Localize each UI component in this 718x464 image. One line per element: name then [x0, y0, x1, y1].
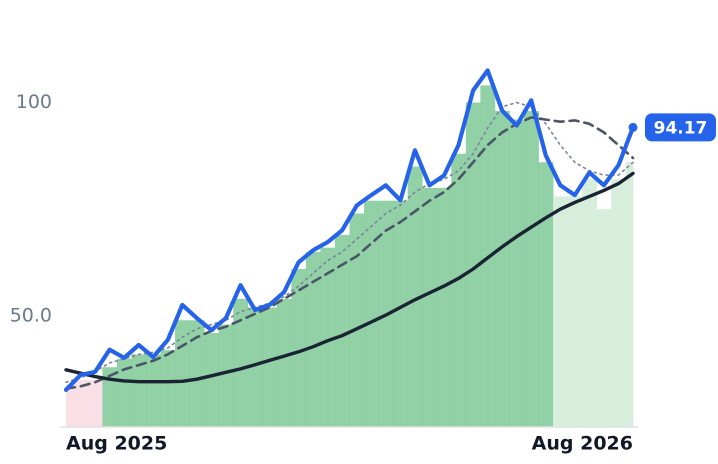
band-bar — [625, 162, 634, 427]
band-bar — [276, 298, 292, 427]
band-bar — [349, 213, 365, 427]
series-line — [64, 171, 635, 384]
band-bar — [116, 358, 132, 427]
series-line — [64, 116, 635, 390]
x-tick-label: Aug 2025 — [66, 433, 167, 455]
band-bar — [611, 179, 627, 427]
band-bar — [305, 251, 321, 427]
band-bar — [509, 119, 525, 427]
y-tick-label: 50.0 — [10, 304, 52, 326]
band-bar — [160, 350, 176, 427]
band-bar — [494, 111, 510, 428]
band-bar — [233, 298, 249, 427]
band-bar — [73, 380, 89, 427]
band-bar — [262, 307, 278, 427]
band-bar — [523, 111, 539, 428]
band-bar — [436, 187, 452, 427]
band-bar — [553, 196, 568, 427]
band-bar — [393, 200, 409, 427]
band-bar — [204, 333, 220, 427]
band-bar — [465, 102, 481, 427]
band-bar — [291, 269, 307, 427]
band-bar — [538, 162, 554, 427]
band-bar — [320, 247, 336, 427]
band-bar — [407, 166, 423, 427]
series-line — [63, 68, 636, 392]
band-bar — [102, 367, 118, 427]
band-bar — [189, 320, 205, 427]
band-bar — [596, 209, 612, 427]
band-bar — [422, 187, 438, 427]
band-bar — [451, 153, 467, 427]
band-bar — [66, 384, 74, 427]
band-bar — [364, 200, 379, 427]
value-label: 94.17 — [654, 118, 708, 138]
band-bar — [131, 354, 147, 427]
value-badge — [645, 113, 716, 142]
last-point — [628, 122, 638, 132]
x-tick-label: Aug 2026 — [532, 433, 633, 455]
series-line — [65, 101, 634, 383]
band-bar — [247, 307, 263, 427]
band-bar — [87, 380, 103, 427]
band-bar — [567, 196, 583, 427]
band-bar — [334, 234, 350, 427]
band-bar — [218, 324, 234, 427]
y-tick-label: 100 — [16, 91, 52, 113]
band-bar — [145, 354, 161, 427]
band-bar — [582, 179, 598, 427]
